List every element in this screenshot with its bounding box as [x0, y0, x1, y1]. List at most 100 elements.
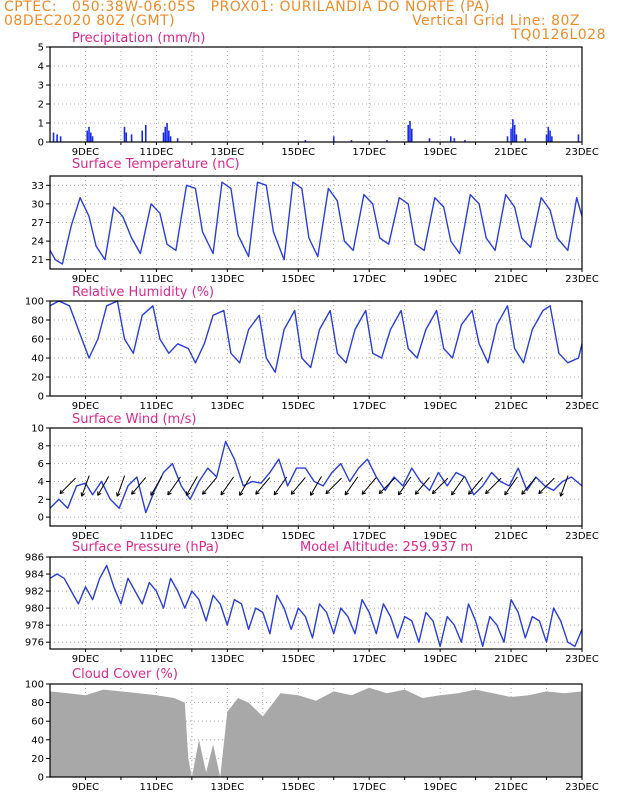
x-tick-label: 11DEC [140, 654, 174, 665]
wind-arrow [310, 476, 322, 496]
header-line-1: CPTEC: 050:38W-06:05S PROX01: OURILANDIA… [4, 0, 491, 15]
header-date: 08DEC2020 80Z (GMT) [4, 13, 176, 29]
x-tick-label: 21DEC [494, 274, 528, 285]
wind-arrow-head [538, 489, 541, 494]
precip-bar [169, 136, 172, 142]
wind-arrow [239, 476, 251, 496]
x-tick-label: 17DEC [352, 274, 386, 285]
x-tick-label: 21DEC [494, 531, 528, 542]
x-tick-label: 13DEC [210, 531, 244, 542]
wind-arrow-head [239, 492, 244, 496]
precip-bar [409, 121, 411, 142]
x-tick-label: 15DEC [281, 401, 315, 412]
x-tick-label: 9DEC [72, 782, 99, 793]
panel-title-wind: Surface Wind (m/s) [72, 412, 196, 427]
precip-bar [515, 134, 518, 142]
x-tick-label: 23DEC [565, 531, 599, 542]
y-tick-label: 986 [25, 553, 44, 564]
x-tick-label: 23DEC [565, 274, 599, 285]
y-tick-label: 6 [38, 459, 44, 470]
x-tick-label: 15DEC [281, 531, 315, 542]
wind-arrow-head [415, 492, 420, 495]
y-tick-label: 30 [31, 199, 44, 210]
wind-arrow-head [97, 492, 102, 496]
wind-arrow-head [485, 489, 488, 494]
wind-arrow [451, 476, 465, 496]
wind-arrow-head [59, 489, 62, 494]
wind-arrow-head [81, 493, 86, 497]
wind-arrow-head [560, 493, 564, 497]
wind-arrow [468, 477, 484, 495]
y-tick-label: 2 [38, 495, 44, 506]
wind-arrow-head [504, 492, 509, 496]
wind-arrow-head [150, 492, 155, 496]
wind-arrow [397, 476, 412, 496]
panel-frame [49, 300, 583, 397]
cloud-cover-area [50, 687, 582, 777]
x-tick-label: 17DEC [352, 531, 386, 542]
wind-arrow-head [559, 492, 561, 497]
wind-arrow-head [325, 492, 330, 495]
y-tick-label: 0 [38, 513, 44, 524]
precip-bar [123, 126, 126, 142]
y-tick-label: 80 [31, 698, 44, 709]
wind-arrow-head [167, 492, 172, 496]
wind-arrow-head [361, 492, 367, 495]
x-tick-label: 15DEC [281, 147, 315, 158]
wind-arrow [167, 476, 181, 496]
x-tick-label: 11DEC [140, 401, 174, 412]
y-tick-label: 20 [31, 754, 44, 765]
x-tick-label: 15DEC [281, 274, 315, 285]
wind-arrow-head [116, 492, 118, 497]
precip-bar [125, 132, 128, 142]
x-tick-label: 19DEC [423, 782, 457, 793]
x-tick-label: 17DEC [352, 654, 386, 665]
wind-arrow-head [186, 492, 191, 496]
precip-bar [510, 128, 512, 142]
precip-bar [428, 138, 431, 142]
x-tick-label: 11DEC [140, 531, 174, 542]
wind-arrow [81, 475, 90, 497]
x-tick-label: 9DEC [72, 654, 99, 665]
y-tick-label: 4 [38, 477, 44, 488]
x-tick-label: 11DEC [140, 274, 174, 285]
series-line-rh [49, 300, 583, 373]
x-tick-label: 13DEC [210, 147, 244, 158]
wind-arrow-head [431, 489, 434, 494]
x-tick-label: 21DEC [494, 401, 528, 412]
y-tick-label: 978 [25, 621, 44, 632]
y-tick-label: 40 [31, 354, 44, 365]
wind-arrow [185, 476, 198, 496]
series-line-wind [49, 440, 583, 514]
x-tick-label: 21DEC [494, 147, 528, 158]
wind-arrow [344, 476, 359, 496]
wind-arrow-head [468, 492, 473, 495]
wind-arrow-head [521, 492, 526, 495]
precip-bar [449, 136, 452, 142]
x-tick-label: 13DEC [210, 654, 244, 665]
series-line-pressure [49, 564, 583, 648]
precip-bar [166, 123, 168, 142]
precip-bar [56, 134, 58, 142]
y-tick-label: 8 [38, 441, 44, 452]
wind-arrow-head [398, 492, 403, 496]
x-tick-label: 13DEC [210, 274, 244, 285]
wind-arrow [290, 477, 306, 495]
x-tick-label: 9DEC [72, 274, 99, 285]
y-tick-label: 1 [38, 119, 44, 130]
precip-bar [52, 132, 55, 142]
precip-bar [410, 128, 413, 142]
x-tick-label: 23DEC [565, 654, 599, 665]
wind-arrow-head [468, 490, 470, 495]
y-tick-label: 21 [31, 255, 44, 266]
y-tick-label: 982 [25, 587, 44, 598]
wind-arrow [560, 475, 569, 497]
y-tick-label: 980 [25, 604, 44, 615]
y-tick-label: 976 [25, 638, 44, 649]
precip-bar [547, 126, 550, 142]
panel-frame [49, 46, 583, 143]
precip-bar [89, 132, 92, 142]
y-tick-label: 0 [38, 392, 44, 403]
y-tick-label: 5 [38, 43, 44, 54]
